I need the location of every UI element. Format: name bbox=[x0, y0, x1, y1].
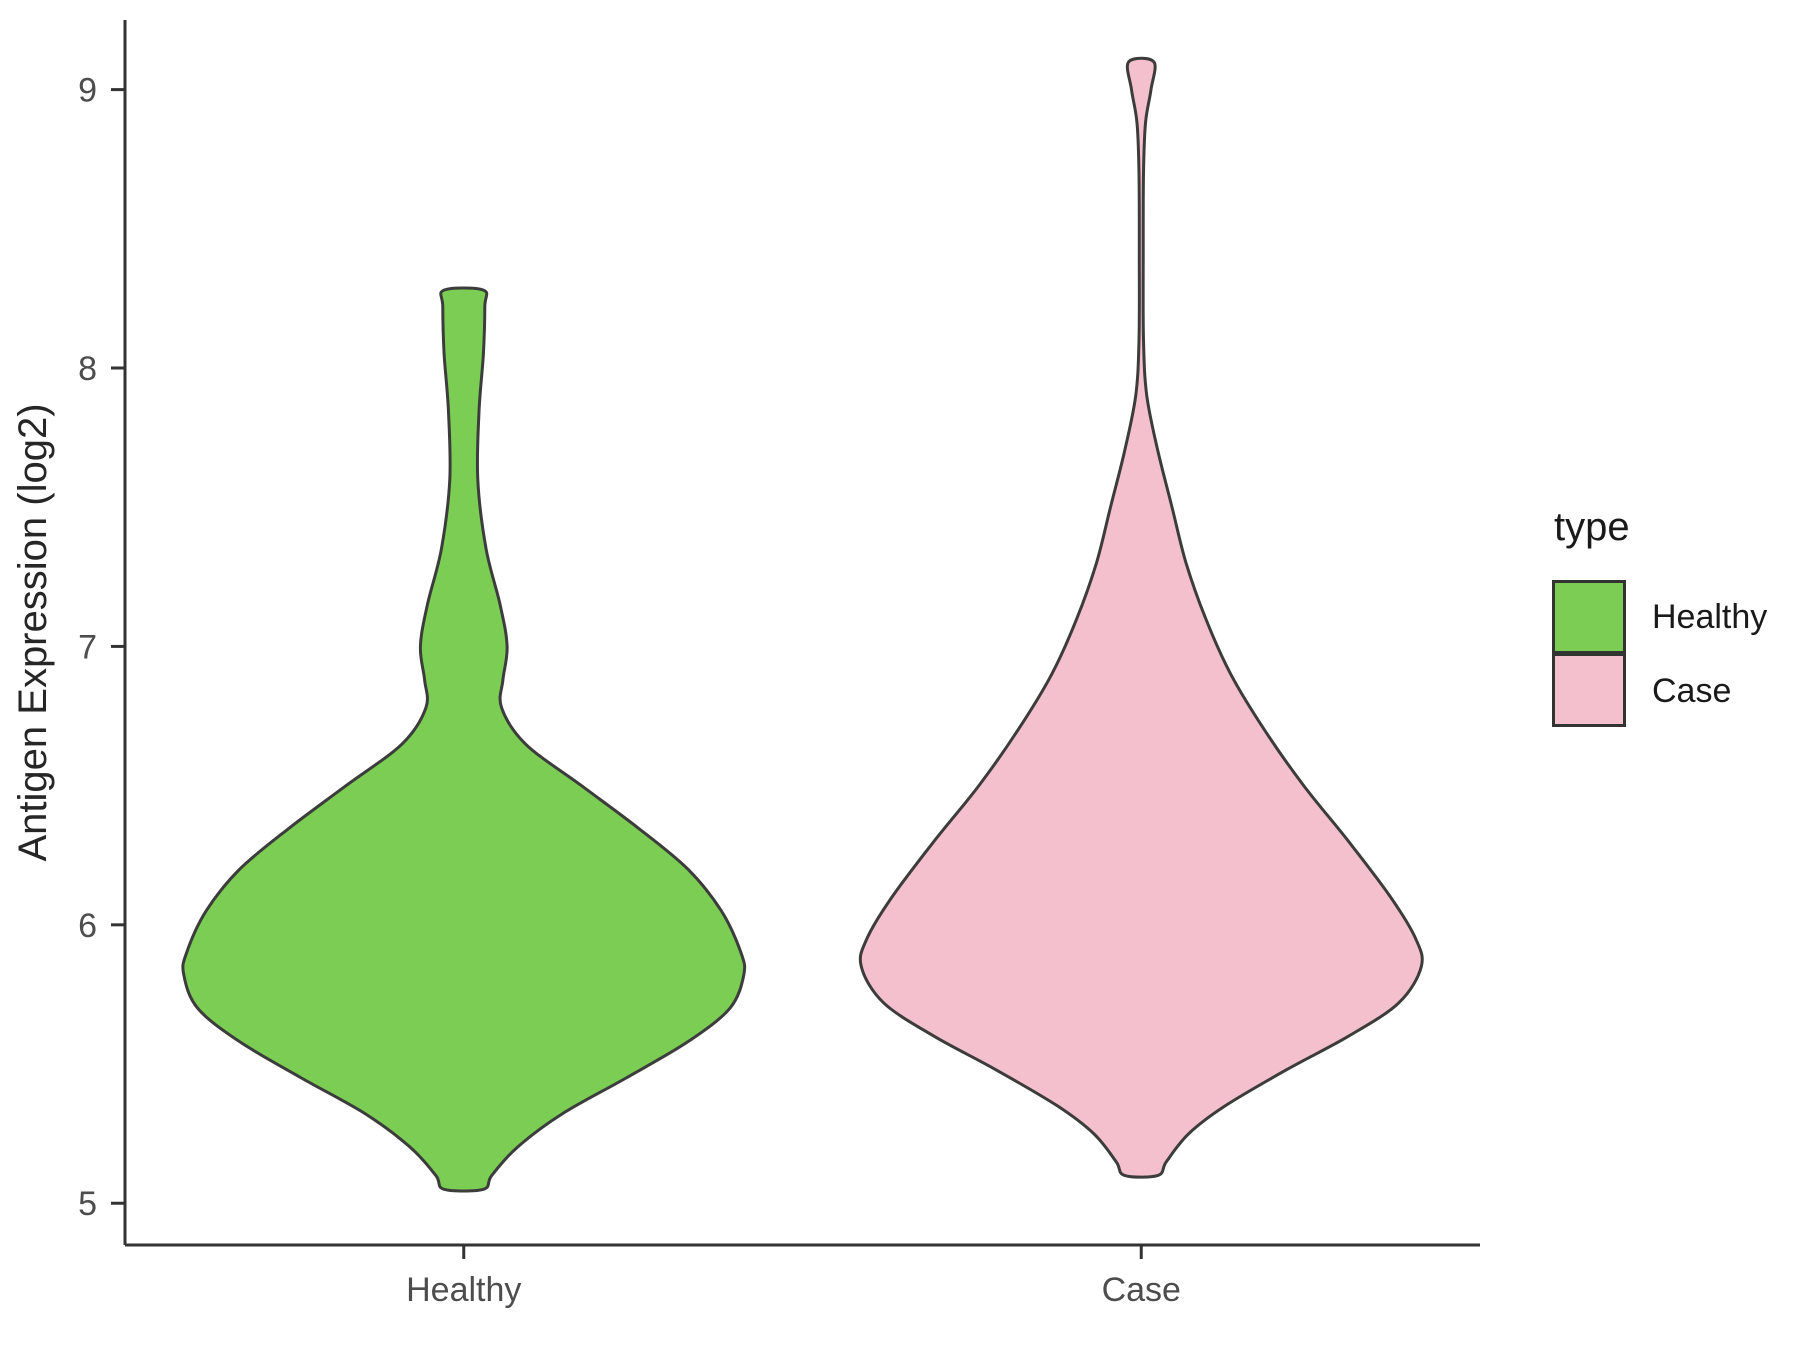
legend-title: type bbox=[1554, 505, 1630, 549]
x-tick-label-healthy: Healthy bbox=[406, 1271, 521, 1309]
legend-items: Healthy Case bbox=[1552, 580, 1767, 728]
legend-item-healthy: Healthy bbox=[1552, 580, 1767, 654]
legend: type Healthy Case bbox=[1552, 505, 1767, 728]
x-tick-label-case: Case bbox=[1102, 1271, 1181, 1309]
violin-healthy bbox=[181, 286, 747, 1193]
y-tick-label: 9 bbox=[78, 72, 97, 110]
legend-label-case: Case bbox=[1652, 671, 1732, 710]
y-tick-label: 7 bbox=[78, 628, 97, 666]
y-tick-label: 5 bbox=[78, 1185, 97, 1223]
legend-label-healthy: Healthy bbox=[1652, 597, 1768, 636]
y-tick-label: 6 bbox=[78, 907, 97, 945]
y-axis-title: Antigen Expression (log2) bbox=[11, 403, 55, 861]
y-tick-label: 8 bbox=[78, 350, 97, 388]
violin-case bbox=[858, 56, 1424, 1179]
legend-key-healthy-swatch bbox=[1552, 580, 1626, 654]
legend-item-case: Case bbox=[1552, 652, 1767, 728]
legend-key-case-swatch bbox=[1552, 652, 1626, 727]
